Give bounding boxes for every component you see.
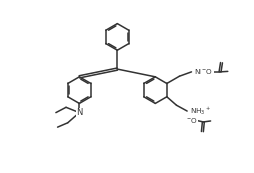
Text: NH$_3$$^+$: NH$_3$$^+$ [194,66,215,78]
Text: N: N [76,108,83,117]
Text: $^{-}$O: $^{-}$O [185,116,197,125]
Text: $^{-}$O: $^{-}$O [201,67,213,76]
Text: N: N [76,108,83,117]
Text: NH$_3$$^+$: NH$_3$$^+$ [190,105,211,117]
